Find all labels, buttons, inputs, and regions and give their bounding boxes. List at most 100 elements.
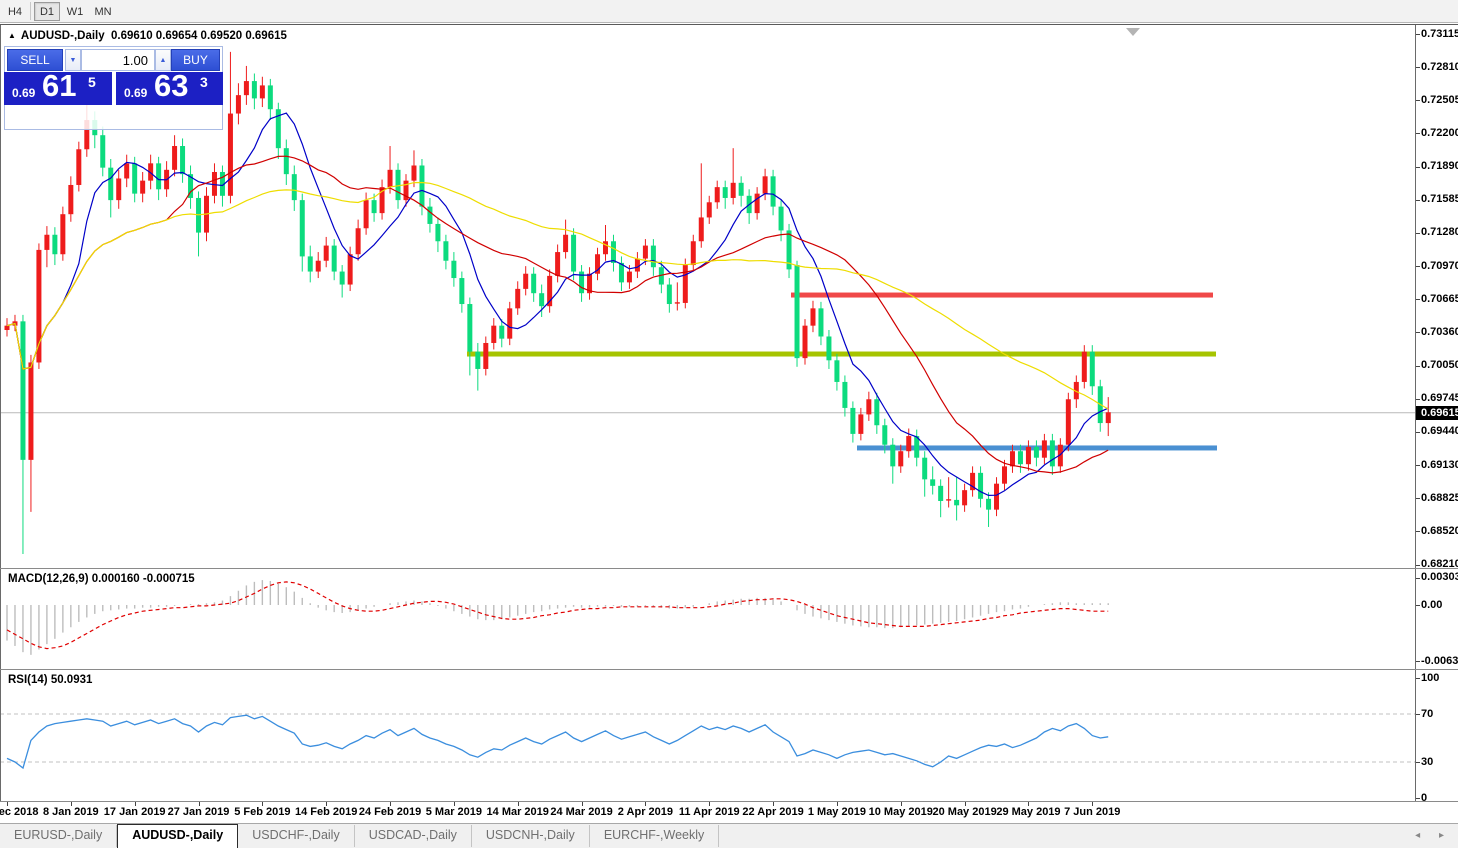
chart-ohlc-values: 0.69610 0.69654 0.69520 0.69615 bbox=[111, 30, 287, 42]
time-axis-label: 5 Mar 2019 bbox=[425, 806, 483, 818]
price-axis-tick bbox=[1416, 465, 1420, 467]
price-axis-tick bbox=[1416, 67, 1420, 68]
price-axis-tick bbox=[1416, 133, 1420, 135]
macd-axis-label: 0.003035 bbox=[1421, 571, 1458, 584]
current-price-tag: 0.69615 bbox=[1416, 405, 1458, 420]
volume-decrease-button[interactable]: ▼ bbox=[65, 49, 81, 71]
time-axis-tick bbox=[773, 802, 775, 806]
price-axis-tick bbox=[1416, 34, 1420, 35]
timeframe-button-d1[interactable]: D1 bbox=[34, 2, 60, 21]
rsi-indicator-chart[interactable] bbox=[0, 670, 1415, 801]
pane-separator[interactable] bbox=[0, 669, 1458, 670]
pane-separator[interactable] bbox=[0, 568, 1458, 569]
rsi-axis-label: 100 bbox=[1421, 671, 1440, 684]
price-axis-tick bbox=[1416, 266, 1420, 268]
price-axis-tick bbox=[1416, 199, 1420, 201]
chart-title: ▲ AUDUSD-,Daily 0.69610 0.69654 0.69520 0… bbox=[8, 30, 287, 42]
time-axis-label: 2 Apr 2019 bbox=[617, 806, 674, 818]
chart-window: ▲ AUDUSD-,Daily 0.69610 0.69654 0.69520 0… bbox=[0, 24, 1458, 848]
window-collapse-icon[interactable]: ▲ bbox=[8, 31, 16, 40]
axis-divider bbox=[1415, 25, 1416, 802]
price-axis-label: 0.68825 bbox=[1421, 491, 1458, 504]
price-axis-tick bbox=[1416, 232, 1420, 234]
price-axis-label: 0.73115 bbox=[1421, 27, 1458, 40]
time-axis-tick bbox=[709, 802, 711, 806]
time-axis-tick bbox=[1092, 802, 1094, 806]
macd-indicator-chart[interactable] bbox=[0, 569, 1415, 669]
time-axis-label: 30 Dec 2018 bbox=[0, 806, 39, 818]
tab-scroll-arrows[interactable]: ◂ ▸ bbox=[1415, 830, 1452, 841]
price-axis-label: 0.72200 bbox=[1421, 126, 1458, 139]
time-axis-tick bbox=[900, 802, 902, 806]
symbol-tab-audusd[interactable]: AUDUSD-,Daily bbox=[117, 824, 239, 848]
macd-axis-tick bbox=[1416, 661, 1420, 663]
time-axis-label: 24 Feb 2019 bbox=[358, 806, 422, 818]
bid-price-button[interactable]: 0.69 61 5 bbox=[4, 68, 112, 105]
time-axis-label: 11 Apr 2019 bbox=[678, 806, 740, 818]
time-axis-tick bbox=[964, 802, 966, 806]
time-axis-tick bbox=[134, 802, 136, 806]
rsi-axis-label: 70 bbox=[1421, 707, 1434, 720]
pane-border bbox=[0, 25, 1, 568]
time-axis-tick bbox=[390, 802, 392, 806]
one-click-trading-panel: SELL ▼ ▲ BUY 0.69 61 5 0.69 63 3 bbox=[4, 46, 223, 130]
volume-increase-button[interactable]: ▲ bbox=[155, 49, 171, 71]
time-axis-tick bbox=[1028, 802, 1030, 806]
price-axis-tick bbox=[1416, 299, 1420, 301]
chart-shift-icon[interactable] bbox=[1126, 28, 1140, 36]
price-axis-label: 0.72505 bbox=[1421, 93, 1458, 106]
price-axis-label: 0.71280 bbox=[1421, 226, 1458, 239]
ask-price-button[interactable]: 0.69 63 3 bbox=[116, 68, 223, 105]
buy-button[interactable]: BUY bbox=[171, 49, 220, 71]
price-axis-tick bbox=[1416, 100, 1420, 102]
ask-price-pip: 3 bbox=[200, 74, 208, 90]
time-axis-label: 24 Mar 2019 bbox=[550, 806, 613, 818]
time-axis-tick bbox=[70, 802, 72, 806]
time-axis-label: 29 May 2019 bbox=[996, 806, 1061, 818]
timeframe-button-w1[interactable]: W1 bbox=[66, 6, 84, 18]
rsi-label: RSI(14) 50.0931 bbox=[8, 674, 93, 686]
symbol-tab-eurchf[interactable]: EURCHF-,Weekly bbox=[590, 825, 720, 847]
macd-label: MACD(12,26,9) 0.000160 -0.000715 bbox=[8, 573, 195, 585]
time-axis-tick bbox=[198, 802, 200, 806]
price-axis-label: 0.70970 bbox=[1421, 259, 1458, 272]
price-axis-tick bbox=[1416, 498, 1420, 500]
candlestick-chart[interactable] bbox=[0, 25, 1415, 567]
macd-axis-label: 0.00 bbox=[1421, 598, 1443, 611]
time-axis-tick bbox=[645, 802, 647, 806]
volume-input[interactable] bbox=[81, 49, 155, 71]
price-axis-label: 0.70665 bbox=[1421, 292, 1458, 305]
price-axis-tick bbox=[1416, 398, 1420, 400]
pane-border bbox=[0, 670, 1, 801]
rsi-axis-tick bbox=[1416, 762, 1420, 763]
time-axis-label: 8 Jan 2019 bbox=[43, 806, 99, 818]
rsi-axis-tick bbox=[1416, 714, 1420, 715]
price-axis-label: 0.72810 bbox=[1421, 60, 1458, 73]
time-axis-label: 17 Jan 2019 bbox=[103, 806, 166, 818]
price-axis-label: 0.69745 bbox=[1421, 392, 1458, 405]
macd-axis-tick bbox=[1416, 577, 1420, 579]
price-axis-label: 0.69440 bbox=[1421, 425, 1458, 438]
time-axis-tick bbox=[7, 802, 8, 806]
price-axis-tick bbox=[1416, 166, 1420, 168]
time-axis-label: 10 May 2019 bbox=[868, 806, 933, 818]
price-axis-tick bbox=[1416, 564, 1420, 566]
price-axis-label: 0.70360 bbox=[1421, 325, 1458, 338]
price-axis-label: 0.68210 bbox=[1421, 558, 1458, 571]
rsi-axis-label: 30 bbox=[1421, 755, 1434, 768]
time-axis-label: 27 Jan 2019 bbox=[167, 806, 230, 818]
symbol-tab-usdcnh[interactable]: USDCNH-,Daily bbox=[472, 825, 590, 847]
price-axis-label: 0.70050 bbox=[1421, 359, 1458, 372]
symbol-tab-eurusd[interactable]: EURUSD-,Daily bbox=[0, 825, 118, 847]
toolbar-separator bbox=[30, 2, 31, 20]
timeframe-button-h4[interactable]: H4 bbox=[7, 6, 23, 18]
timeframe-button-mn[interactable]: MN bbox=[94, 6, 112, 18]
time-axis-tick bbox=[453, 802, 455, 806]
symbol-tab-usdchf[interactable]: USDCHF-,Daily bbox=[238, 825, 355, 847]
time-axis-label: 14 Feb 2019 bbox=[295, 806, 358, 818]
symbol-tab-usdcad[interactable]: USDCAD-,Daily bbox=[355, 825, 472, 847]
price-axis-tick bbox=[1416, 431, 1420, 433]
ask-price-prefix: 0.69 bbox=[124, 86, 148, 100]
sell-button[interactable]: SELL bbox=[7, 49, 63, 71]
